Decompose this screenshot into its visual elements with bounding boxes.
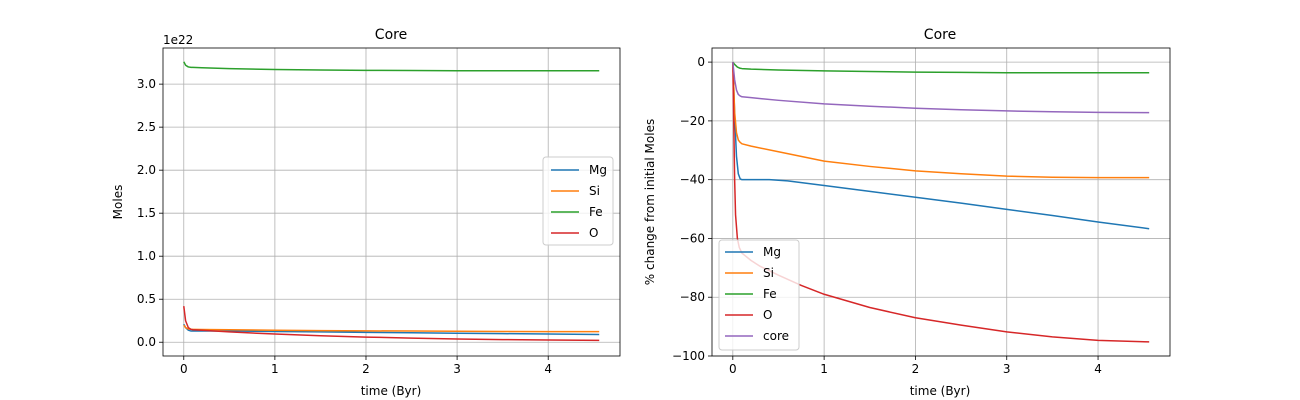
chart-percent-axes-frame: [711, 47, 1171, 357]
y-tick-label: −80: [680, 290, 705, 304]
x-tick-label: 2: [362, 362, 370, 376]
y-tick-label: −100: [672, 349, 705, 363]
chart-percent-x-axis: 0 1 2 3 4: [729, 356, 1102, 376]
y-tick-label: 2.0: [137, 163, 156, 177]
series-line-mg: [732, 62, 1150, 230]
chart-moles-offset-label: 1e22: [163, 33, 193, 47]
legend-label-core: core: [763, 329, 789, 343]
y-tick-label: 0.5: [137, 292, 156, 306]
series-line-o: [183, 306, 600, 342]
series-line-mg: [183, 323, 600, 336]
chart-percent-title: Core: [924, 27, 956, 43]
chart-percent-xlabel: time (Byr): [910, 384, 971, 398]
series-line-fe: [732, 61, 1150, 74]
chart-moles: Core 1e22 0 1 2 3 4 0.0 0.5 1.0 1.5 2.0 2.5 3.0 ti…: [111, 27, 621, 398]
x-tick-label: 3: [1003, 362, 1011, 376]
chart-moles-x-axis: 0 1 2 3 4: [180, 356, 552, 376]
y-tick-label: 3.0: [137, 77, 156, 91]
x-tick-label: 2: [912, 362, 920, 376]
chart-percent-legend-box: [718, 239, 800, 351]
y-tick-label: −40: [680, 173, 705, 187]
chart-moles-y-axis: 0.0 0.5 1.0 1.5 2.0 2.5 3.0: [137, 77, 163, 349]
chart-moles-xlabel: time (Byr): [361, 384, 422, 398]
chart-moles-ylabel: Moles: [111, 185, 125, 220]
chart-percent-ylabel: % change from initial Moles: [643, 119, 657, 285]
series-line-si: [732, 62, 1150, 179]
x-tick-label: 0: [180, 362, 188, 376]
chart-percent-y-axis: −100 −80 −60 −40 −20 0: [672, 55, 712, 363]
legend-label-o: O: [589, 226, 598, 240]
x-tick-label: 0: [729, 362, 737, 376]
legend-label-o: O: [763, 308, 772, 322]
legend-label-si: Si: [589, 184, 600, 198]
x-tick-label: 3: [453, 362, 461, 376]
chart-moles-grid: [163, 48, 620, 356]
chart-moles-legend: Mg Si Fe O: [542, 156, 614, 246]
chart-moles-axes-frame: [162, 47, 621, 357]
x-tick-label: 1: [271, 362, 279, 376]
y-tick-label: −60: [680, 231, 705, 245]
chart-moles-legend-box: [542, 156, 614, 246]
legend-label-mg: Mg: [763, 245, 781, 259]
x-tick-label: 1: [820, 362, 828, 376]
y-tick-label: 2.5: [137, 120, 156, 134]
legend-label-fe: Fe: [763, 287, 777, 301]
x-tick-label: 4: [1094, 362, 1102, 376]
y-tick-label: −20: [680, 114, 705, 128]
y-tick-label: 1.0: [137, 249, 156, 263]
legend-label-si: Si: [763, 266, 774, 280]
y-tick-label: 1.5: [137, 206, 156, 220]
y-tick-label: 0: [697, 55, 705, 69]
legend-label-fe: Fe: [589, 205, 603, 219]
series-line-core: [732, 62, 1150, 114]
chart-moles-lines: [183, 61, 600, 342]
x-tick-label: 4: [544, 362, 552, 376]
series-line-fe: [183, 61, 600, 72]
legend-label-mg: Mg: [589, 163, 607, 177]
chart-moles-title: Core: [375, 27, 407, 43]
y-tick-label: 0.0: [137, 335, 156, 349]
